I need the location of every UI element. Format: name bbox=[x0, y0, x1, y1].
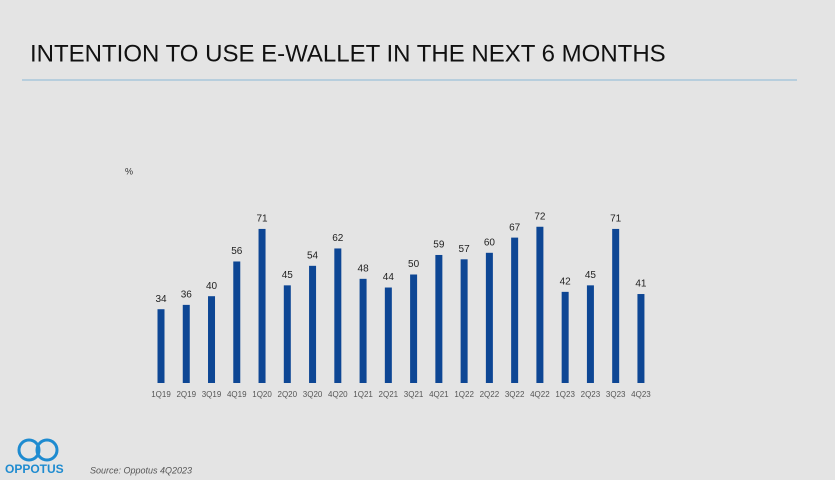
bar bbox=[561, 291, 569, 383]
value-label: 57 bbox=[459, 244, 471, 255]
x-tick-label: 4Q19 bbox=[227, 390, 247, 399]
x-tick-label: 1Q22 bbox=[454, 390, 474, 399]
value-label: 41 bbox=[635, 279, 647, 290]
logo-text: OPPOTUS bbox=[5, 462, 64, 476]
x-tick-label: 2Q23 bbox=[581, 390, 601, 399]
bar bbox=[637, 294, 645, 383]
source-note: Source: Oppotus 4Q2023 bbox=[90, 465, 192, 475]
bar bbox=[283, 285, 291, 383]
bar bbox=[460, 259, 468, 383]
bar bbox=[309, 265, 317, 383]
bar bbox=[435, 254, 443, 383]
x-tick-label: 1Q21 bbox=[353, 390, 373, 399]
bar bbox=[384, 287, 392, 383]
bar bbox=[410, 274, 418, 383]
x-tick-label: 4Q22 bbox=[530, 390, 550, 399]
value-label: 60 bbox=[484, 237, 496, 248]
value-label: 36 bbox=[181, 290, 193, 301]
x-tick-label: 4Q21 bbox=[429, 390, 449, 399]
x-tick-label: 3Q22 bbox=[505, 390, 525, 399]
x-tick-label: 2Q21 bbox=[379, 390, 399, 399]
value-label: 62 bbox=[332, 233, 344, 244]
x-tick-label: 1Q20 bbox=[252, 390, 272, 399]
value-label: 34 bbox=[155, 294, 167, 305]
bar bbox=[536, 226, 544, 383]
bar bbox=[359, 278, 367, 383]
logo-ring bbox=[17, 438, 41, 462]
bar bbox=[511, 237, 519, 383]
value-label: 50 bbox=[408, 259, 420, 270]
bar bbox=[182, 304, 190, 383]
bar bbox=[258, 228, 266, 383]
value-label: 44 bbox=[383, 272, 395, 283]
value-label: 71 bbox=[256, 214, 268, 225]
x-tick-label: 2Q20 bbox=[278, 390, 298, 399]
bar bbox=[157, 309, 165, 383]
unit-label: % bbox=[125, 166, 133, 176]
bar bbox=[233, 261, 241, 383]
value-label: 67 bbox=[509, 222, 521, 233]
x-tick-label: 1Q19 bbox=[151, 390, 171, 399]
bar bbox=[485, 252, 493, 383]
x-tick-label: 1Q23 bbox=[555, 390, 575, 399]
x-tick-label: 3Q19 bbox=[202, 390, 222, 399]
x-tick-label: 3Q23 bbox=[606, 390, 626, 399]
value-label: 71 bbox=[610, 214, 622, 225]
bar bbox=[612, 228, 620, 383]
value-label: 72 bbox=[534, 211, 546, 222]
value-label: 48 bbox=[358, 263, 370, 274]
x-tick-label: 2Q22 bbox=[480, 390, 500, 399]
x-tick-label: 4Q23 bbox=[631, 390, 651, 399]
value-label: 42 bbox=[560, 277, 572, 288]
value-label: 54 bbox=[307, 250, 319, 261]
value-label: 56 bbox=[231, 246, 243, 257]
x-tick-label: 2Q19 bbox=[176, 390, 196, 399]
bar bbox=[586, 285, 594, 383]
logo-ring bbox=[35, 438, 59, 462]
bar bbox=[208, 296, 216, 383]
slide-title: INTENTION TO USE E-WALLET IN THE NEXT 6 … bbox=[30, 40, 666, 67]
bar bbox=[334, 248, 342, 383]
value-label: 45 bbox=[282, 270, 294, 281]
x-tick-label: 4Q20 bbox=[328, 390, 348, 399]
value-label: 59 bbox=[433, 240, 445, 251]
x-tick-label: 3Q20 bbox=[303, 390, 323, 399]
x-tick-label: 3Q21 bbox=[404, 390, 424, 399]
value-label: 40 bbox=[206, 281, 218, 292]
value-label: 45 bbox=[585, 270, 597, 281]
